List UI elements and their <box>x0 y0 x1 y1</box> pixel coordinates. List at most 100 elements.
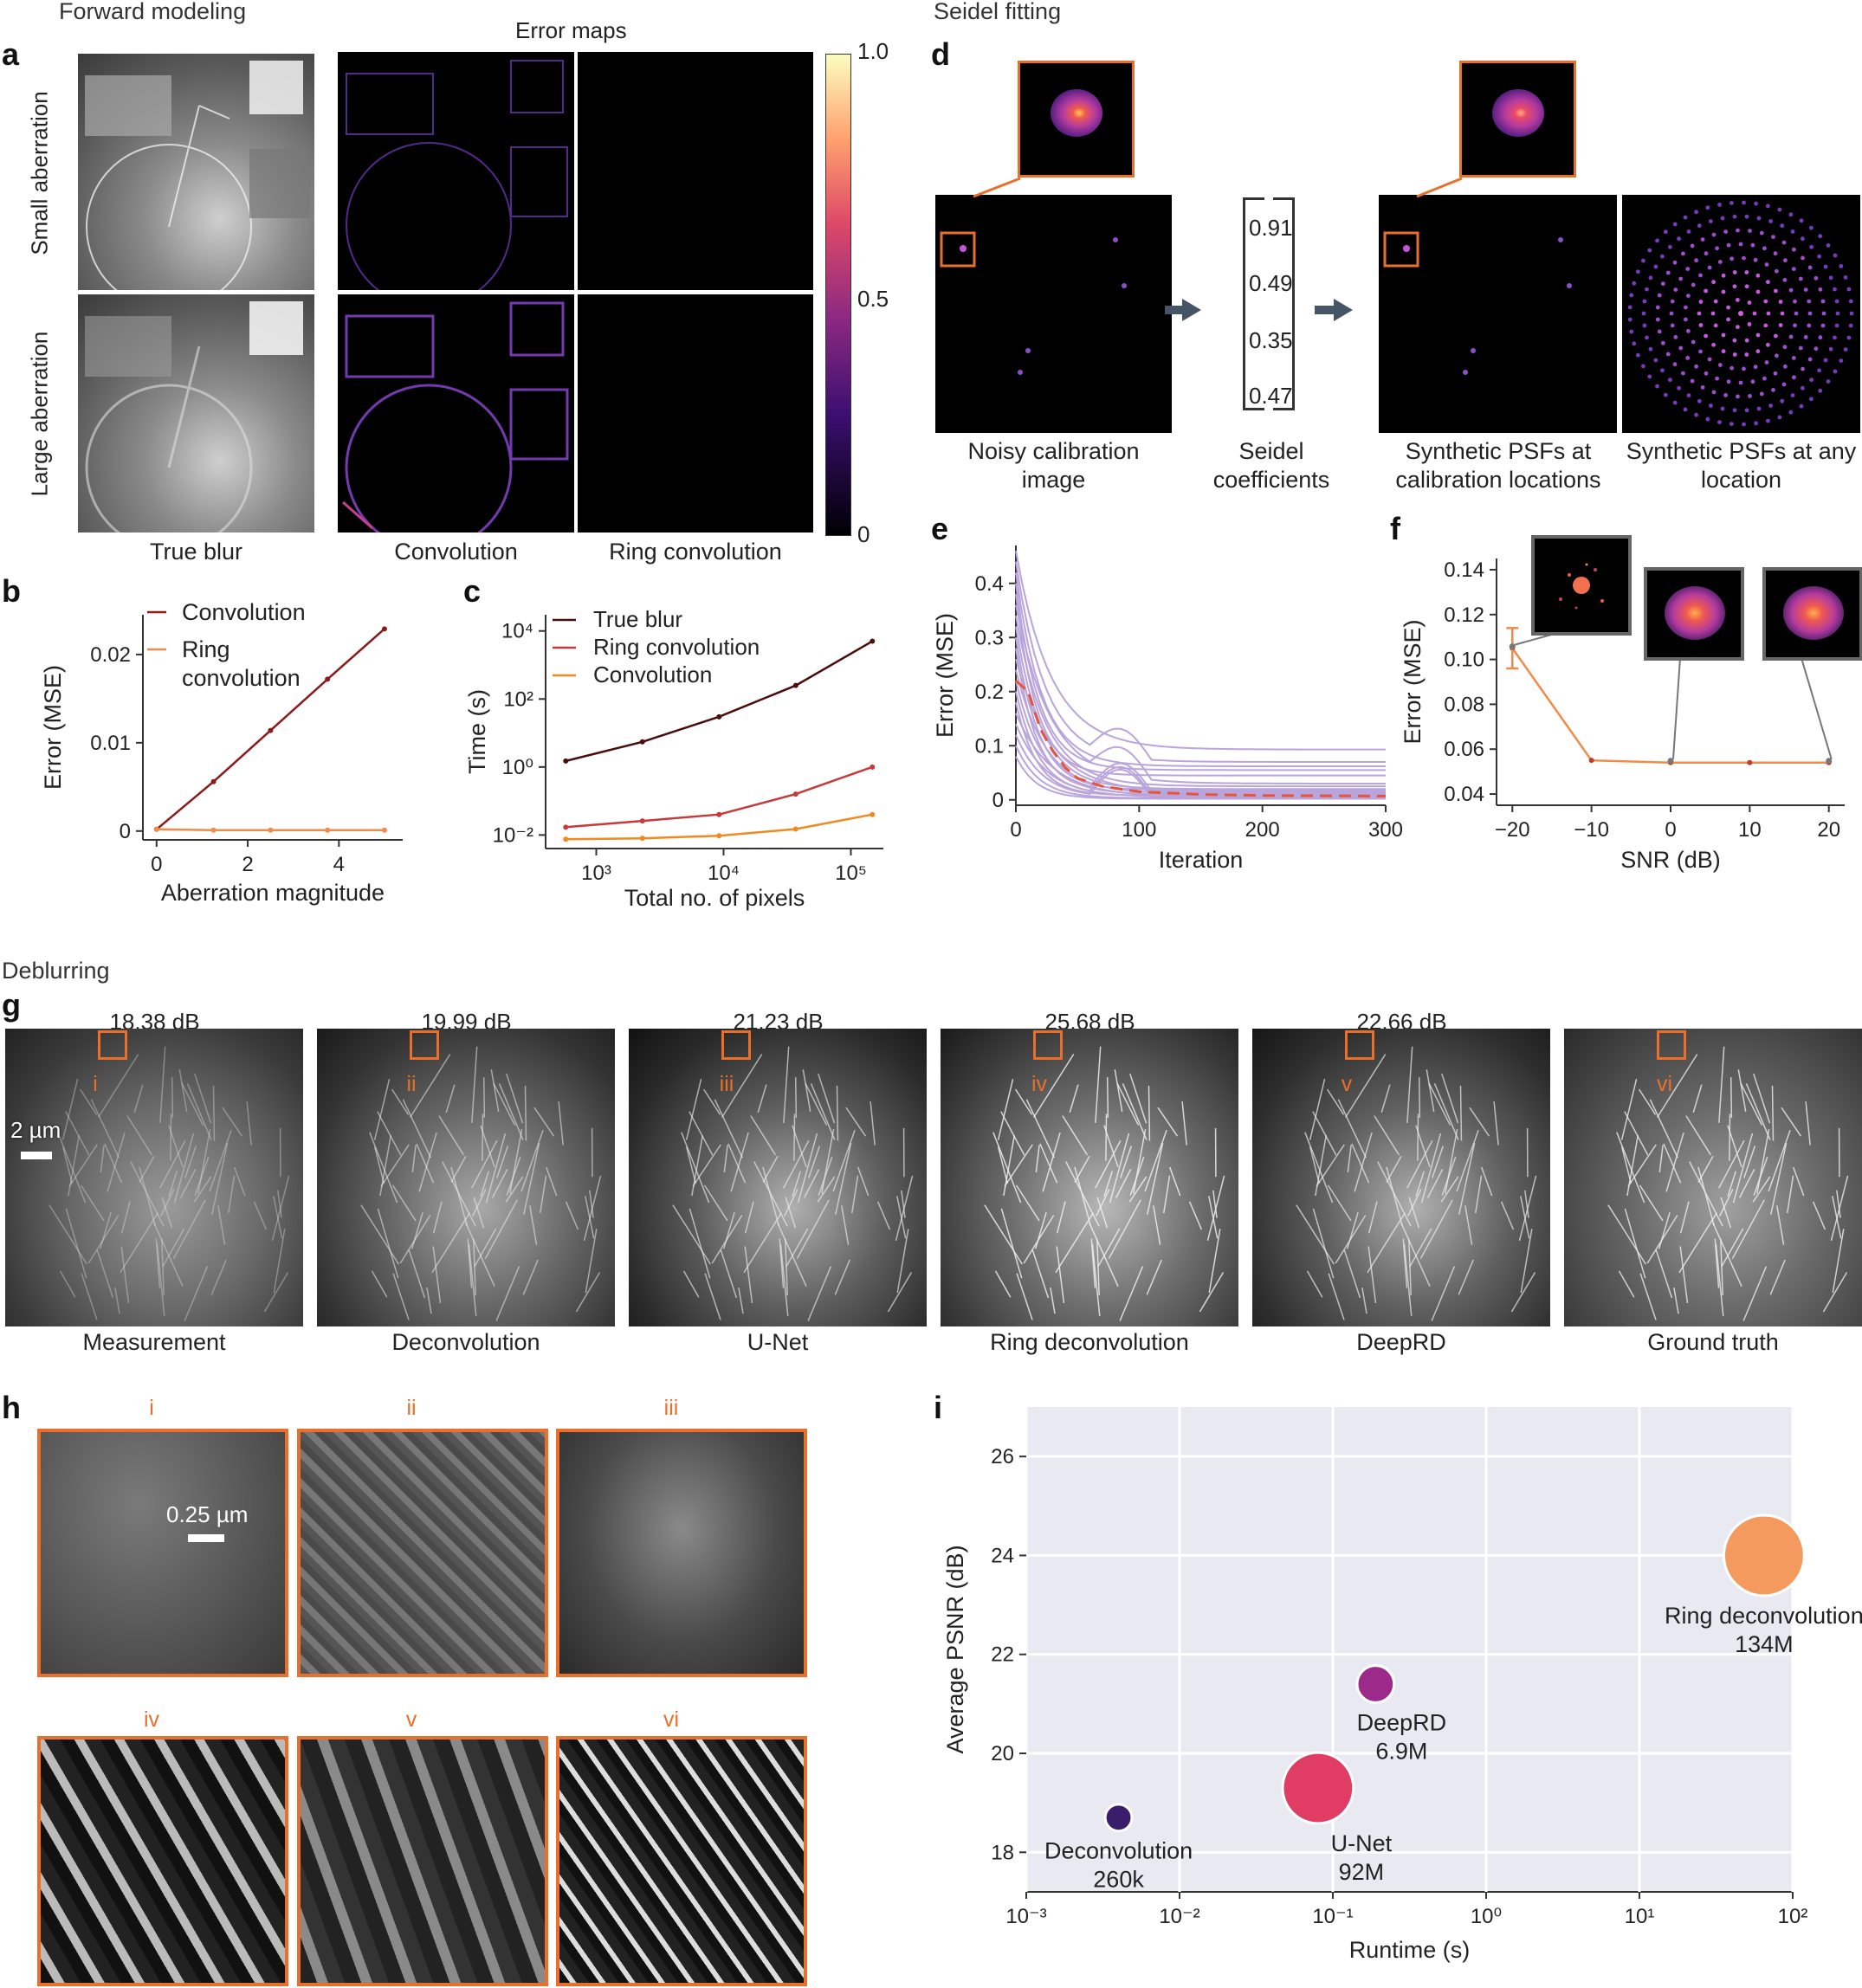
psf-dot <box>1807 357 1813 362</box>
filament <box>753 1161 788 1227</box>
panel-label-d: d <box>931 36 950 72</box>
psf-dot <box>1677 385 1681 390</box>
psf-dot <box>1707 265 1712 270</box>
psf-dot <box>1645 287 1649 292</box>
point-label-params: 134M <box>1735 1631 1794 1657</box>
filament <box>1208 1196 1219 1239</box>
psf-dot <box>1729 422 1734 426</box>
filament <box>785 1197 797 1229</box>
filament <box>1418 1077 1421 1119</box>
psf-dot <box>1726 379 1731 384</box>
psf-dot <box>1683 215 1688 220</box>
row-label-large-container: Large aberration <box>24 294 55 532</box>
psf-dot <box>1678 276 1684 281</box>
filament <box>1715 1243 1724 1316</box>
filament <box>126 1115 152 1156</box>
psf-dot <box>1823 264 1828 269</box>
filament <box>1456 1129 1479 1192</box>
psf-dot <box>1694 364 1698 369</box>
filament <box>783 1046 790 1123</box>
psf-dot <box>1726 305 1730 310</box>
filament <box>1316 1144 1345 1187</box>
psf-dot <box>1833 253 1838 258</box>
scalebar-label-025um: 0.25 µm <box>166 1501 249 1527</box>
filament <box>1720 1238 1723 1296</box>
psf-dot <box>1647 248 1652 253</box>
filament <box>1639 1184 1664 1222</box>
point-label-params: 6.9M <box>1375 1738 1427 1764</box>
filament <box>159 1046 166 1123</box>
filament <box>1732 1133 1754 1204</box>
filament <box>1737 1069 1747 1113</box>
iteration-trace-0 <box>1015 551 1386 751</box>
image-deconvolution <box>317 1029 615 1326</box>
filament <box>59 1270 76 1298</box>
psf-dot <box>1697 311 1702 316</box>
filament <box>1377 1161 1412 1227</box>
y-tick-label: 24 <box>991 1544 1014 1567</box>
filament <box>61 1079 79 1140</box>
crop-v <box>297 1736 548 1986</box>
filament <box>1624 1208 1646 1279</box>
x-tick-label: 10¹ <box>1625 1905 1655 1928</box>
filament <box>277 1190 282 1218</box>
filament <box>1335 1215 1367 1264</box>
filament <box>994 1270 1012 1298</box>
psf-dot <box>1814 346 1819 352</box>
filament <box>178 1069 188 1113</box>
filament <box>391 1088 410 1115</box>
filament <box>851 1175 859 1214</box>
caption-ring-deconvolution: Ring deconvolution <box>990 1329 1189 1355</box>
synthetic-psf-zoom <box>1459 61 1576 178</box>
filament <box>1626 1135 1639 1197</box>
psf-dot <box>1848 299 1853 304</box>
filament <box>1420 1133 1442 1204</box>
filament <box>1792 1166 1805 1197</box>
filament <box>672 1204 711 1265</box>
psf-dot <box>1843 275 1848 280</box>
crop-i: 0.25 µm <box>37 1429 288 1677</box>
caption-deconvolution: Deconvolution <box>391 1329 540 1355</box>
filament <box>1074 1166 1091 1226</box>
psf-dot <box>1762 246 1767 251</box>
x-tick-label: 10⁻¹ <box>1312 1905 1353 1928</box>
filament <box>1015 1184 1040 1222</box>
filament <box>727 1143 747 1184</box>
filament-texture <box>984 1046 1225 1321</box>
filament <box>217 1205 226 1245</box>
filament <box>392 1273 410 1320</box>
psf-dot <box>1778 323 1783 327</box>
filament <box>1105 1113 1108 1161</box>
inset-arrow-head <box>1509 643 1516 650</box>
filament <box>1361 1287 1367 1314</box>
data-point <box>268 727 274 733</box>
psf-dot <box>1750 379 1755 384</box>
filament <box>585 1229 598 1294</box>
psf-dot <box>1686 329 1691 333</box>
filament <box>841 1205 850 1245</box>
filament <box>887 1272 913 1313</box>
filament <box>1367 1212 1406 1274</box>
scalebar-label-2um: 2 µm <box>10 1117 61 1143</box>
y-tick-label: 0.12 <box>1444 604 1484 627</box>
filament <box>1475 1175 1483 1214</box>
panel-label-h: h <box>2 1390 21 1425</box>
filament <box>1673 1287 1679 1314</box>
filament <box>491 1169 508 1198</box>
panel-label-a: a <box>2 36 20 72</box>
zoom-box-iii <box>721 1030 751 1060</box>
psf-dot <box>1732 214 1737 219</box>
caption-true-blur: True blur <box>149 539 243 565</box>
filament <box>1133 1129 1147 1194</box>
filament <box>1153 1205 1161 1245</box>
filament <box>1769 1259 1786 1295</box>
filament <box>797 1133 818 1204</box>
scatter-point-3 <box>1722 1514 1806 1598</box>
filament <box>1518 1175 1537 1241</box>
psf-dot <box>1807 323 1812 328</box>
filament <box>896 1229 909 1294</box>
filament <box>1119 1146 1133 1178</box>
filament <box>807 1146 821 1178</box>
